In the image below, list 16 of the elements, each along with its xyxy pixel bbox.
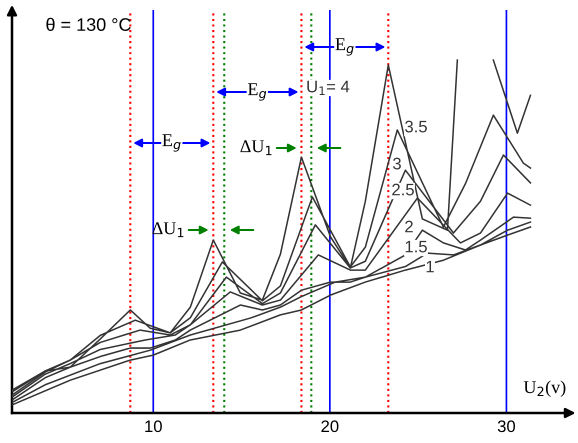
annotation: ΔU$_{1}$ <box>240 140 272 156</box>
text: E$_{g}$ <box>335 38 354 56</box>
x-tick-label: 30 <box>498 420 516 432</box>
x-tick-label: 10 <box>145 420 162 432</box>
series-label: 3.5 <box>405 120 427 132</box>
annotation: E$_{g}$ <box>162 134 181 152</box>
series-label: 1.5 <box>406 240 427 252</box>
text: U$_{1}$= 4 <box>307 80 350 96</box>
series-label: 2 <box>405 220 413 232</box>
series-label: 1 <box>426 260 434 272</box>
chart-title: θ = 130 °C <box>46 18 131 31</box>
x-tick-label: 20 <box>321 420 338 432</box>
x-axis-title: U$_{2}$(v) <box>524 380 566 397</box>
series-label: 3 <box>393 158 401 170</box>
annotation: E$_{g}$ <box>248 83 266 101</box>
series-label: 2.5 <box>392 184 414 196</box>
